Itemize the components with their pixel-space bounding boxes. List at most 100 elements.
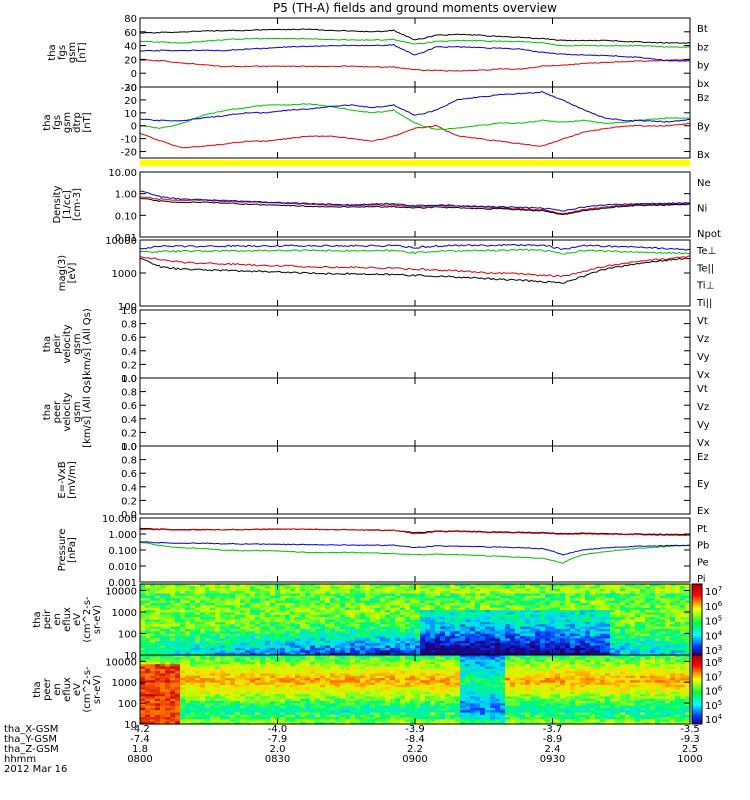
heatmap-cell: [325, 652, 331, 656]
heatmap-cell: [140, 694, 146, 697]
heatmap-cell: [360, 710, 366, 714]
heatmap-cell: [500, 624, 506, 628]
heatmap-cell: [180, 645, 186, 649]
heatmap-cell: [180, 714, 186, 718]
heatmap-cell: [310, 671, 316, 674]
heatmap-cell: [670, 619, 676, 623]
heatmap-cell: [205, 710, 211, 714]
heatmap-cell: [345, 631, 351, 635]
heatmap-cell: [330, 600, 336, 604]
heatmap-cell: [620, 631, 626, 635]
heatmap-cell: [245, 600, 251, 604]
heatmap-cell: [210, 588, 216, 592]
heatmap-cell: [285, 707, 291, 711]
heatmap-cell: [485, 647, 491, 651]
heatmap-cell: [215, 655, 221, 658]
heatmap-cell: [155, 650, 161, 654]
heatmap-cell: [610, 628, 616, 632]
heatmap-cell: [250, 661, 256, 665]
heatmap-cell: [225, 661, 231, 665]
heatmap-cell: [280, 682, 286, 686]
heatmap-cell: [425, 591, 431, 595]
heatmap-cell: [250, 705, 256, 709]
heatmap-cell: [325, 696, 331, 700]
heatmap-cell: [460, 617, 466, 621]
heatmap-cell: [250, 703, 256, 707]
heatmap-cell: [140, 591, 146, 595]
heatmap-cell: [595, 617, 601, 621]
heatmap-cell: [450, 591, 456, 595]
heatmap-cell: [170, 633, 176, 637]
heatmap-cell: [645, 595, 651, 599]
heatmap-cell: [305, 626, 311, 630]
heatmap-cell: [405, 691, 411, 695]
heatmap-cell: [685, 607, 691, 611]
heatmap-cell: [360, 591, 366, 595]
heatmap-cell: [355, 617, 361, 621]
heatmap-cell: [235, 607, 241, 611]
heatmap-cell: [345, 628, 351, 632]
heatmap-cell: [210, 640, 216, 644]
heatmap-cell: [400, 624, 406, 628]
heatmap-cell: [670, 617, 676, 621]
heatmap-cell: [275, 614, 281, 618]
heatmap-cell: [415, 621, 421, 625]
heatmap-cell: [640, 633, 646, 637]
heatmap-cell: [435, 643, 441, 647]
heatmap-cell: [415, 680, 421, 684]
heatmap-cell: [255, 607, 261, 611]
heatmap-cell: [310, 652, 316, 656]
heatmap-cell: [155, 614, 161, 618]
heatmap-cell: [585, 621, 591, 625]
heatmap-cell: [350, 698, 356, 702]
heatmap-cell: [600, 628, 606, 632]
heatmap-cell: [230, 636, 236, 640]
heatmap-cell: [625, 614, 631, 618]
heatmap-cell: [215, 689, 221, 693]
heatmap-cell: [540, 584, 546, 587]
heatmap-cell: [190, 595, 196, 599]
heatmap-cell: [340, 593, 346, 597]
heatmap-cell: [140, 650, 146, 654]
heatmap-cell: [155, 694, 161, 697]
heatmap-cell: [410, 619, 416, 623]
heatmap-cell: [290, 703, 296, 707]
heatmap-cell: [640, 595, 646, 599]
heatmap-cell: [165, 698, 171, 702]
heatmap-cell: [185, 600, 191, 604]
heatmap-cell: [355, 638, 361, 642]
heatmap-cell: [330, 707, 336, 711]
heatmap-cell: [140, 682, 146, 686]
heatmap-cell: [355, 584, 361, 587]
heatmap-cell: [405, 598, 411, 602]
heatmap-cell: [265, 666, 271, 670]
heatmap-cell: [330, 595, 336, 599]
heatmap-cell: [190, 598, 196, 602]
heatmap-cell: [195, 650, 201, 654]
heatmap-cell: [190, 673, 196, 677]
heatmap-cell: [315, 694, 321, 697]
heatmap-cell: [145, 657, 151, 661]
heatmap-cell: [495, 647, 501, 651]
heatmap-cell: [215, 659, 221, 663]
heatmap-cell: [640, 619, 646, 623]
heatmap-cell: [400, 659, 406, 663]
heatmap-cell: [445, 619, 451, 623]
heatmap-cell: [650, 607, 656, 611]
heatmap-cell: [325, 668, 331, 672]
heatmap-cell: [350, 680, 356, 684]
heatmap-cell: [395, 636, 401, 640]
heatmap-cell: [315, 719, 321, 723]
heatmap-cell: [230, 719, 236, 723]
heatmap-cell: [265, 714, 271, 718]
heatmap-cell: [380, 610, 386, 613]
heatmap-cell: [540, 643, 546, 647]
heatmap-cell: [270, 696, 276, 700]
heatmap-cell: [340, 586, 346, 590]
heatmap-cell: [410, 682, 416, 686]
heatmap-cell: [485, 602, 491, 606]
heatmap-cell: [260, 680, 266, 684]
heatmap-cell: [295, 631, 301, 635]
heatmap-cell: [530, 643, 536, 647]
heatmap-cell: [540, 647, 546, 651]
